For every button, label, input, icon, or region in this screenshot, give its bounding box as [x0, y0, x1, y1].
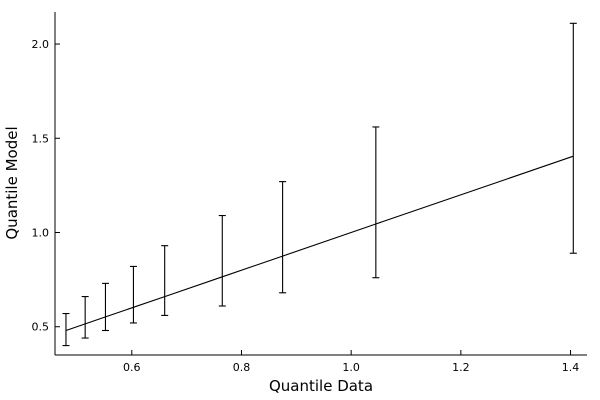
series-line — [65, 155, 574, 332]
x-axis-ticks: 0.6 0.8 1.0 1.2 1.4 — [123, 350, 579, 374]
plot-marks — [62, 22, 577, 347]
y-axis-ticks: 0.5 1.0 1.5 2.0 — [32, 38, 60, 334]
y-tick-label: 2.0 — [32, 38, 50, 51]
x-tick-label: 0.8 — [233, 361, 251, 374]
x-tick-label: 1.0 — [342, 361, 360, 374]
y-tick-label: 1.0 — [32, 227, 50, 240]
x-tick-label: 0.6 — [123, 361, 141, 374]
y-tick-label: 1.5 — [32, 132, 50, 145]
axes-frame — [54, 12, 587, 356]
y-axis-label: Quantile Model — [3, 126, 21, 239]
x-tick-label: 1.4 — [562, 361, 580, 374]
x-tick-label: 1.2 — [452, 361, 470, 374]
y-tick-label: 0.5 — [32, 321, 50, 334]
x-axis-label: Quantile Data — [269, 377, 373, 395]
